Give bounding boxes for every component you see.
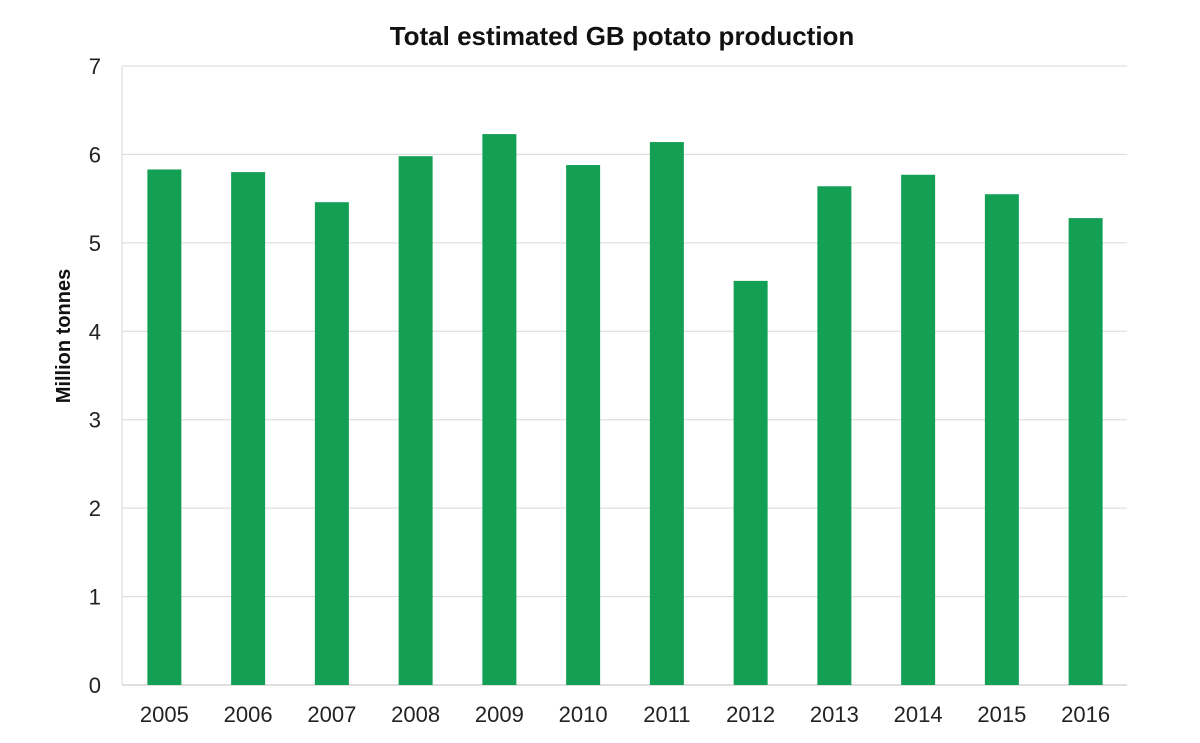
y-tick-label: 7	[89, 54, 101, 79]
bar-2013	[817, 186, 852, 685]
y-tick-label: 2	[89, 496, 101, 521]
x-tick-label: 2011	[643, 702, 690, 727]
bar-2008	[398, 156, 433, 685]
x-tick-label: 2005	[140, 702, 189, 727]
y-tick-label: 0	[89, 673, 101, 698]
bar-2007	[314, 202, 349, 685]
bar-2009	[482, 134, 517, 686]
x-tick-label: 2014	[894, 702, 943, 727]
bar-2015	[984, 194, 1019, 685]
bar-2005	[147, 169, 182, 685]
y-tick-label: 4	[89, 319, 101, 344]
bar-2014	[901, 174, 936, 685]
x-tick-label: 2016	[1061, 702, 1110, 727]
x-tick-label: 2009	[475, 702, 524, 727]
y-tick-label: 6	[89, 142, 101, 167]
bar-2012	[733, 280, 768, 685]
x-tick-label: 2010	[559, 702, 608, 727]
y-axis-label: Million tonnes	[53, 269, 75, 403]
bar-2010	[566, 165, 601, 686]
chart-title: Total estimated GB potato production	[390, 21, 855, 51]
y-tick-label: 3	[89, 408, 101, 433]
y-tick-label: 1	[89, 585, 101, 610]
x-tick-label: 2006	[224, 702, 273, 727]
x-tick-label: 2008	[391, 702, 440, 727]
bar-2011	[649, 142, 684, 685]
x-tick-label: 2013	[810, 702, 859, 727]
bar-2016	[1068, 218, 1103, 685]
bar-2006	[231, 172, 266, 686]
x-tick-label: 2007	[307, 702, 356, 727]
x-tick-label: 2012	[726, 702, 775, 727]
y-tick-label: 5	[89, 231, 101, 256]
x-tick-label: 2015	[977, 702, 1026, 727]
